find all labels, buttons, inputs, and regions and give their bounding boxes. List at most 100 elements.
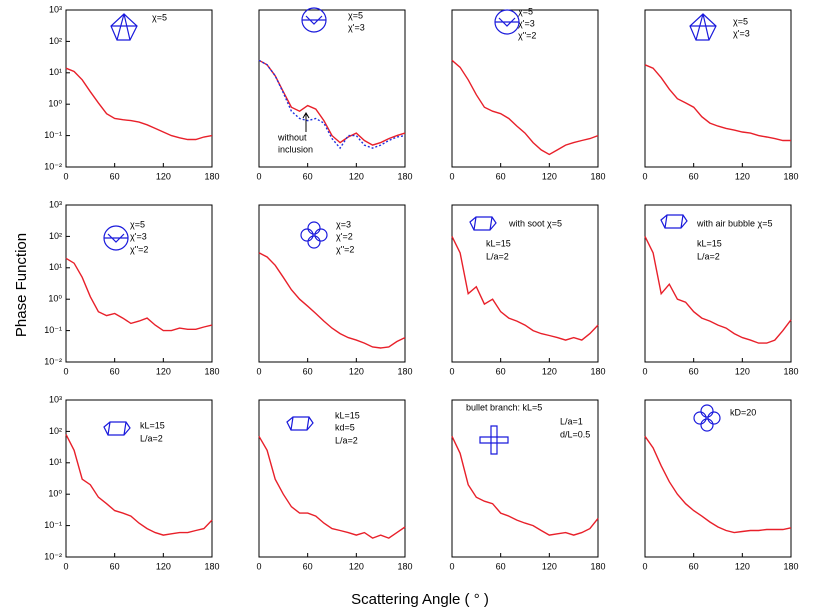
particle-icon: [660, 214, 688, 229]
plot-frame: [451, 9, 599, 168]
x-tick-label: 0: [63, 171, 68, 181]
data-line: [65, 434, 213, 536]
particle-icon: [314, 228, 328, 242]
data-line: [258, 59, 406, 150]
annotation: χ'=3: [733, 28, 750, 38]
particle-icon: [300, 228, 314, 242]
note: without: [277, 132, 307, 142]
x-tick-label: 180: [397, 366, 412, 376]
annotation: with air bubble χ=5: [696, 218, 773, 228]
data-line: [644, 435, 792, 534]
annotation: kD=20: [730, 407, 756, 417]
plot-frame: [65, 399, 213, 558]
x-tick-label: 60: [496, 366, 506, 376]
annotation: kd=5: [335, 422, 355, 432]
note-arrow: [302, 112, 310, 132]
data-line: [258, 435, 406, 539]
y-tick-label: 10⁻²: [44, 551, 62, 561]
particle-icon: [302, 15, 326, 25]
x-tick-label: 0: [449, 561, 454, 571]
particle-icon: [707, 411, 721, 425]
annotation: L/a=2: [486, 251, 509, 261]
y-tick-label: 10³: [49, 4, 62, 14]
particle-icon: [495, 17, 519, 27]
x-tick-label: 180: [590, 366, 605, 376]
y-tick-label: 10³: [49, 394, 62, 404]
x-tick-label: 120: [542, 561, 557, 571]
data-line: [451, 236, 599, 341]
x-tick-label: 0: [449, 366, 454, 376]
annotation: kL=15: [140, 420, 165, 430]
x-tick-label: 120: [156, 561, 171, 571]
annotation: χ'=2: [336, 231, 353, 241]
x-tick-label: 60: [496, 561, 506, 571]
particle-icon: [689, 13, 717, 41]
plot-frame: [65, 204, 213, 363]
particle-icon: [479, 425, 509, 455]
x-tick-label: 60: [496, 171, 506, 181]
annotation: χ=5: [152, 12, 167, 22]
x-tick-label: 60: [303, 171, 313, 181]
x-tick-label: 180: [590, 561, 605, 571]
particle-icon: [469, 216, 497, 231]
particle-icon: [103, 421, 131, 436]
x-tick-label: 180: [397, 561, 412, 571]
annotation: L/a=1: [560, 416, 583, 426]
annotation: with soot χ=5: [508, 218, 562, 228]
x-tick-label: 120: [349, 171, 364, 181]
annotation: χ'=3: [130, 231, 147, 241]
x-tick-label: 180: [204, 366, 219, 376]
x-tick-label: 60: [303, 366, 313, 376]
annotation: χ=5: [518, 6, 533, 16]
x-tick-label: 120: [349, 561, 364, 571]
x-tick-label: 0: [63, 366, 68, 376]
x-tick-label: 120: [156, 366, 171, 376]
y-axis-label: Phase Function: [13, 233, 30, 337]
y-tick-label: 10⁻¹: [44, 325, 62, 335]
plot-frame: [644, 9, 792, 168]
particle-icon: [307, 221, 321, 235]
y-tick-label: 10²: [49, 231, 62, 241]
x-tick-label: 120: [735, 171, 750, 181]
x-tick-label: 60: [689, 171, 699, 181]
annotation: χ=5: [130, 219, 145, 229]
particle-icon: [700, 418, 714, 432]
data-line: [65, 257, 213, 332]
annotation: bullet branch: kL=5: [466, 402, 542, 412]
particle-icon: [286, 416, 314, 431]
x-tick-label: 60: [110, 171, 120, 181]
x-tick-label: 0: [642, 561, 647, 571]
x-tick-label: 60: [689, 366, 699, 376]
x-tick-label: 180: [204, 561, 219, 571]
x-tick-label: 0: [256, 366, 261, 376]
y-tick-label: 10¹: [49, 67, 62, 77]
x-tick-label: 180: [783, 366, 798, 376]
x-tick-label: 0: [642, 171, 647, 181]
y-tick-label: 10⁻²: [44, 356, 62, 366]
x-tick-label: 0: [642, 366, 647, 376]
y-tick-label: 10⁻²: [44, 161, 62, 171]
x-tick-label: 0: [449, 171, 454, 181]
annotation: d/L=0.5: [560, 429, 590, 439]
annotation: χ=5: [733, 16, 748, 26]
x-tick-label: 180: [783, 171, 798, 181]
x-tick-label: 120: [349, 366, 364, 376]
x-tick-label: 0: [256, 561, 261, 571]
y-tick-label: 10⁻¹: [44, 520, 62, 530]
y-tick-label: 10²: [49, 36, 62, 46]
y-tick-label: 10⁰: [48, 99, 62, 109]
annotation: L/a=2: [140, 433, 163, 443]
x-tick-label: 120: [542, 366, 557, 376]
plot-frame: [644, 204, 792, 363]
annotation: χ''=2: [336, 244, 354, 254]
plot-frame: [65, 9, 213, 168]
x-axis-label: Scattering Angle ( ° ): [351, 591, 489, 608]
particle-icon: [693, 411, 707, 425]
annotation: kL=15: [697, 238, 722, 248]
x-tick-label: 120: [735, 561, 750, 571]
annotation: χ''=2: [130, 244, 148, 254]
y-tick-label: 10⁻¹: [44, 130, 62, 140]
y-tick-label: 10³: [49, 199, 62, 209]
x-tick-label: 0: [63, 561, 68, 571]
